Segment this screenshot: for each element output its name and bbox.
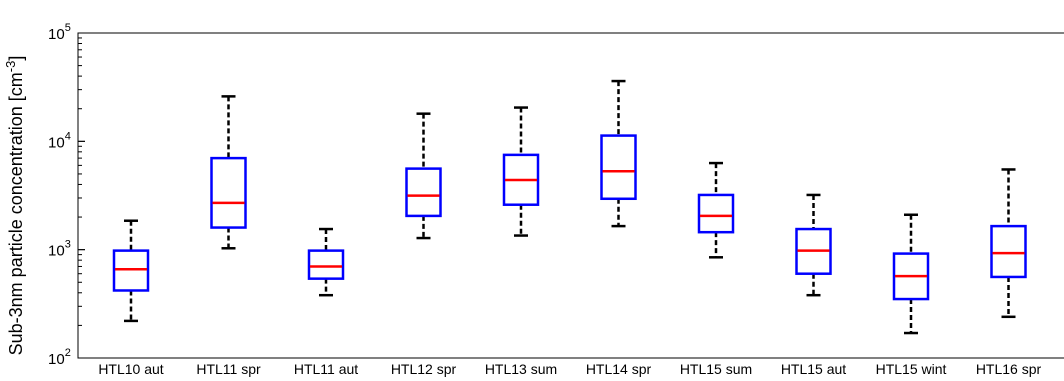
y-axis-ticks: 102 103 104 105 [48, 22, 85, 368]
y-tick-label: 105 [48, 22, 71, 43]
box-item [502, 106, 540, 237]
plot-frame [77, 32, 1064, 359]
x-category-label: HTL10 aut [98, 361, 163, 377]
x-category-label: HTL12 spr [391, 361, 457, 377]
x-category-label: HTL11 spr [196, 361, 261, 377]
interquartile-box [697, 193, 735, 234]
interquartile-box [210, 156, 247, 229]
y-tick-label: 104 [48, 130, 71, 151]
box-item [112, 219, 150, 323]
x-category-label: HTL16 spr [976, 361, 1042, 377]
box-item [405, 112, 442, 240]
y-tick-label: 102 [48, 347, 71, 368]
box-item [892, 213, 930, 335]
y-axis-label-superscript: -3 [3, 61, 18, 73]
x-category-label: HTL11 aut [294, 361, 358, 377]
box-item [697, 161, 735, 259]
interquartile-box [405, 167, 442, 218]
x-category-label: HTL15 wint [876, 361, 947, 377]
x-category-label: HTL13 sum [485, 361, 557, 377]
box-item [307, 227, 345, 297]
interquartile-box [112, 249, 150, 292]
x-category-label: HTL14 spr [586, 361, 652, 377]
box-item [795, 193, 832, 297]
x-axis-category-labels: HTL10 aut HTL11 spr HTL11 aut HTL12 spr HTL1… [98, 361, 1041, 377]
interquartile-box [990, 224, 1027, 279]
box-item [210, 95, 247, 250]
box-item [990, 168, 1027, 319]
x-category-label: HTL15 aut [781, 361, 846, 377]
box-item [600, 79, 637, 228]
interquartile-box [307, 249, 345, 280]
y-axis-label-close: ] [6, 56, 26, 61]
interquartile-box [600, 134, 637, 201]
x-category-label: HTL15 sum [680, 361, 752, 377]
y-axis-label: Sub-3nm particle concentration [cm-3] [3, 56, 26, 356]
box-series [112, 79, 1027, 335]
y-axis-label-main: Sub-3nm particle concentration [cm [6, 72, 26, 355]
y-tick-label: 103 [48, 239, 71, 260]
